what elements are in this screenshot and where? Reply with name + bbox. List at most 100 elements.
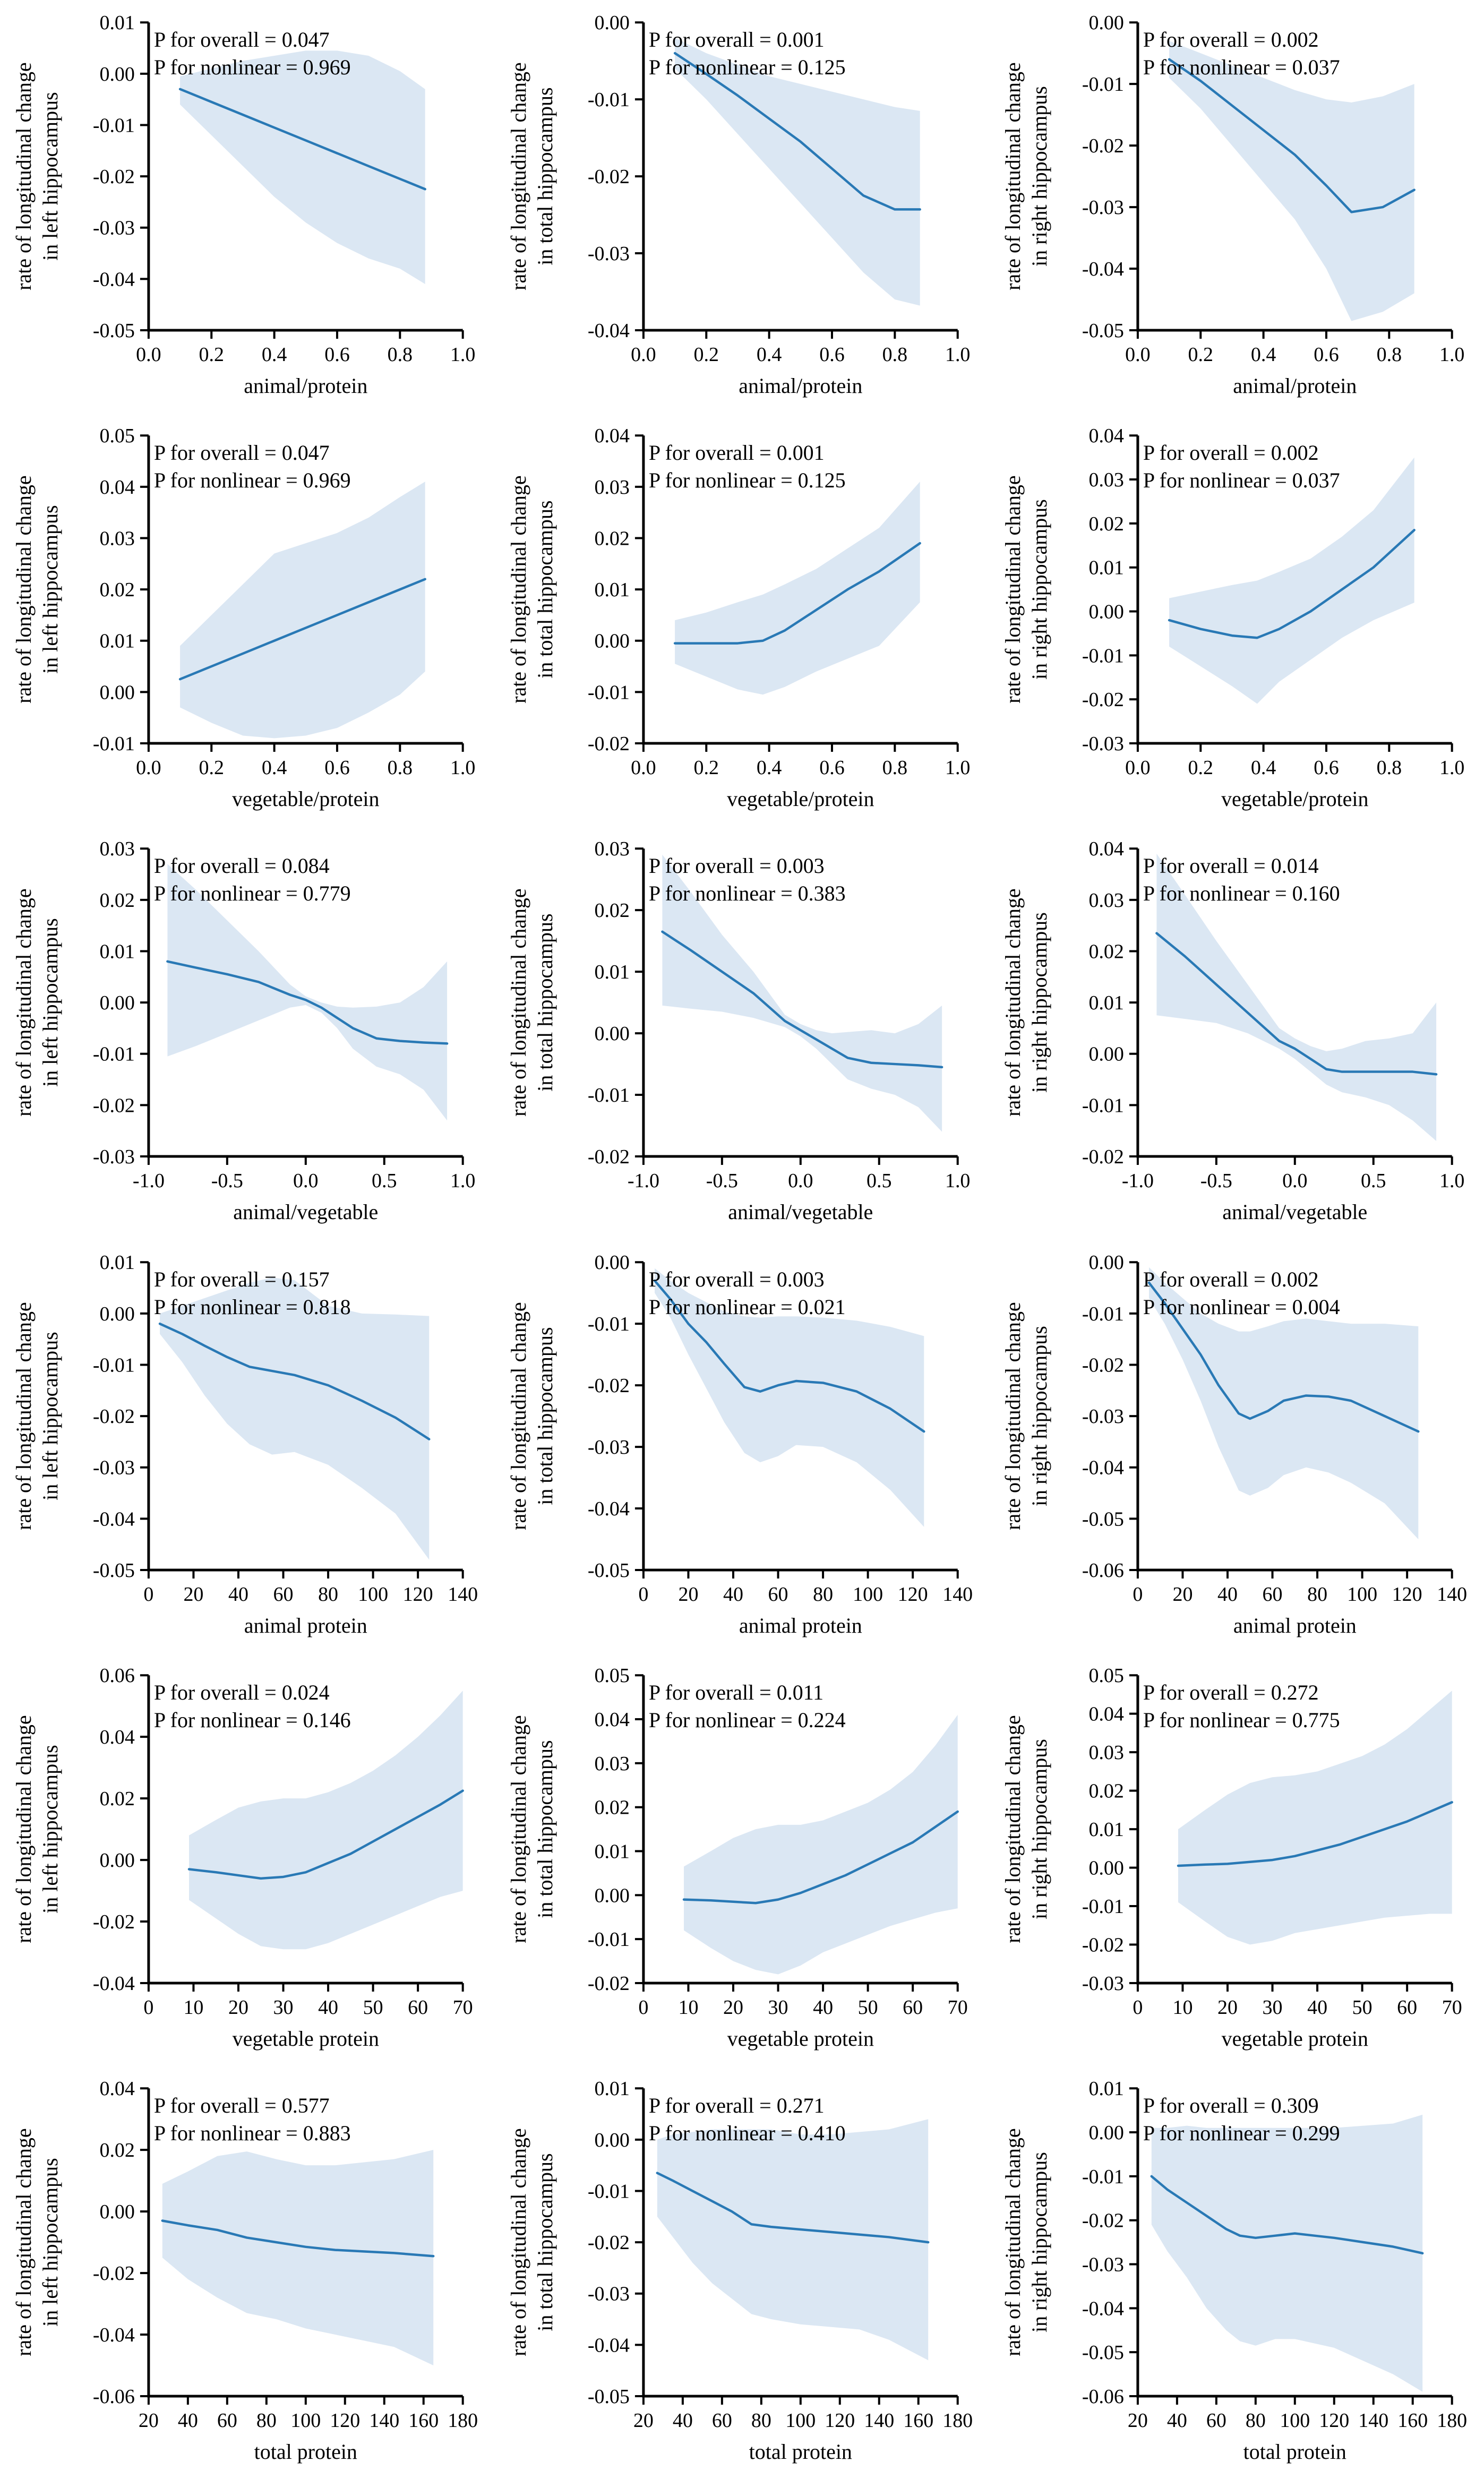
y-tick-label: 0.00 bbox=[594, 12, 629, 34]
y-tick-label: -0.02 bbox=[93, 1095, 135, 1117]
y-tick-label: -0.01 bbox=[587, 89, 629, 111]
y-tick-label: -0.06 bbox=[93, 2386, 135, 2408]
spline-curve bbox=[158, 1322, 431, 1440]
p-overall-text: P for overall = 0.309 bbox=[1143, 2094, 1319, 2117]
x-tick-label: 70 bbox=[1442, 1996, 1462, 2019]
y-axis-label-line1: rate of longitudinal change bbox=[1001, 1715, 1025, 1943]
x-tick-label: 60 bbox=[217, 2409, 237, 2432]
y-axis-label-line1: rate of longitudinal change bbox=[507, 1302, 530, 1530]
x-tick-label: 120 bbox=[825, 2409, 855, 2432]
confidence-band bbox=[657, 2119, 928, 2361]
x-tick-label: 0.4 bbox=[757, 344, 782, 366]
y-tick-label: -0.01 bbox=[1082, 1095, 1124, 1117]
y-tick-label: -0.02 bbox=[1082, 1934, 1124, 1956]
y-tick-label: -0.04 bbox=[587, 1498, 629, 1520]
x-tick-label: 0.4 bbox=[1251, 757, 1276, 779]
x-tick-label: 100 bbox=[853, 1583, 883, 1605]
x-tick-label: 100 bbox=[1280, 2409, 1310, 2432]
x-tick-label: 40 bbox=[1167, 2409, 1187, 2432]
x-axis-label: vegetable protein bbox=[233, 2027, 379, 2051]
x-tick-label: 0.6 bbox=[1314, 344, 1339, 366]
x-tick-label: 0 bbox=[638, 1583, 648, 1605]
x-tick-label: 0.8 bbox=[1377, 757, 1402, 779]
plot-cell-18: 0.01 0.00 -0.01 -0.02 -0.03 -0.04 -0.05 -0.06 20… bbox=[989, 2066, 1484, 2479]
x-tick-label: 40 bbox=[673, 2409, 693, 2432]
y-tick-label: -0.03 bbox=[1082, 2253, 1124, 2276]
p-overall-text: P for overall = 0.002 bbox=[1143, 28, 1319, 52]
y-tick-label: -0.02 bbox=[587, 2232, 629, 2254]
y-tick-label: 0.04 bbox=[99, 2078, 134, 2100]
y-tick-label: -0.06 bbox=[1082, 2386, 1124, 2408]
p-nonlinear-text: P for nonlinear = 0.299 bbox=[1143, 2121, 1340, 2145]
y-tick-label: -0.01 bbox=[1082, 73, 1124, 96]
y-tick-label: 0.02 bbox=[1089, 513, 1124, 535]
x-tick-label: 0.2 bbox=[199, 344, 224, 366]
x-tick-label: 40 bbox=[1217, 1583, 1238, 1605]
spline-plot: 0.04 0.03 0.02 0.01 0.00 -0.01 -0.02-1.0 -0.5 0.… bbox=[1001, 838, 1464, 1224]
x-axis-label: total protein bbox=[1243, 2440, 1346, 2464]
spline-curve bbox=[653, 1279, 925, 1432]
p-nonlinear-text: P for nonlinear = 0.146 bbox=[154, 1708, 351, 1732]
y-axis-label-line2: in total hippocampus bbox=[533, 914, 557, 1092]
spline-curve bbox=[166, 960, 449, 1045]
x-tick-label: 0.4 bbox=[1251, 344, 1276, 366]
y-tick-label: -0.06 bbox=[1082, 1559, 1124, 1581]
y-axis-label-line2: in right hippocampus bbox=[1027, 499, 1051, 680]
y-tick-label: -0.03 bbox=[1082, 733, 1124, 755]
x-tick-label: 0.2 bbox=[693, 344, 718, 366]
x-tick-label: -0.5 bbox=[706, 1170, 737, 1192]
x-tick-label: 0.8 bbox=[882, 757, 907, 779]
p-overall-text: P for overall = 0.271 bbox=[649, 2094, 825, 2117]
x-tick-label: 0.0 bbox=[136, 757, 161, 779]
spline-plot: 0.04 0.03 0.02 0.01 0.00 -0.01 -0.020.0 0.2 0.4 0… bbox=[507, 425, 970, 811]
x-tick-label: 180 bbox=[1437, 2409, 1468, 2432]
x-tick-label: 120 bbox=[403, 1583, 433, 1605]
y-tick-label: 0.04 bbox=[594, 425, 629, 447]
plot-cell-5: 0.04 0.03 0.02 0.01 0.00 -0.01 -0.02 0.0 0.2 0.4 0… bbox=[495, 413, 990, 826]
y-tick-label: -0.02 bbox=[93, 1911, 135, 1933]
x-tick-label: -1.0 bbox=[628, 1170, 659, 1192]
y-tick-label: 0.01 bbox=[99, 941, 134, 963]
x-tick-label: 80 bbox=[1307, 1583, 1327, 1605]
x-tick-label: 0.0 bbox=[293, 1170, 318, 1192]
x-tick-label: 50 bbox=[1352, 1996, 1373, 2019]
p-overall-text: P for overall = 0.003 bbox=[649, 1267, 825, 1291]
y-tick-label: 0.01 bbox=[594, 1840, 629, 1863]
y-tick-label: 0.03 bbox=[99, 838, 134, 861]
y-tick-label: 0.06 bbox=[99, 1665, 134, 1687]
y-axis-label-line2: in total hippocampus bbox=[533, 501, 557, 679]
confidence-band bbox=[674, 38, 920, 306]
y-tick-label: 0.00 bbox=[99, 63, 134, 85]
y-tick-label: 0.00 bbox=[1089, 2122, 1124, 2144]
x-tick-label: 40 bbox=[813, 1996, 833, 2019]
y-tick-label: 0.03 bbox=[594, 476, 629, 499]
x-tick-label: 0.4 bbox=[262, 344, 287, 366]
y-axis-label-line2: in left hippocampus bbox=[38, 1745, 62, 1913]
p-nonlinear-text: P for nonlinear = 0.224 bbox=[649, 1708, 846, 1732]
x-tick-label: 50 bbox=[857, 1996, 878, 2019]
x-tick-label: 0.5 bbox=[867, 1170, 891, 1192]
spline-curve bbox=[656, 2172, 930, 2244]
x-tick-label: 20 bbox=[1128, 2409, 1148, 2432]
y-axis-label-line1: rate of longitudinal change bbox=[1001, 889, 1025, 1117]
y-tick-label: 0.01 bbox=[594, 2078, 629, 2100]
spline-curve bbox=[187, 1789, 464, 1880]
x-tick-label: 30 bbox=[273, 1996, 294, 2019]
p-nonlinear-text: P for nonlinear = 0.037 bbox=[1143, 55, 1340, 79]
y-tick-label: 0.01 bbox=[99, 1251, 134, 1274]
y-axis-label-line1: rate of longitudinal change bbox=[12, 2128, 36, 2356]
p-overall-text: P for overall = 0.047 bbox=[154, 28, 330, 52]
plot-cell-4: 0.05 0.04 0.03 0.02 0.01 0.00 -0.01 0.0 0.2 0.4 0.… bbox=[0, 413, 495, 826]
plot-cell-12: 0.00 -0.01 -0.02 -0.03 -0.04 -0.05 -0.06 0 20 40 6… bbox=[989, 1240, 1484, 1653]
x-axis-label: animal/protein bbox=[1233, 374, 1357, 398]
p-nonlinear-text: P for nonlinear = 0.125 bbox=[649, 468, 846, 492]
x-tick-label: 30 bbox=[1263, 1996, 1283, 2019]
y-tick-label: 0.03 bbox=[1089, 1742, 1124, 1764]
x-tick-label: 0.0 bbox=[1282, 1170, 1307, 1192]
y-tick-label: 0.03 bbox=[594, 1753, 629, 1775]
x-tick-label: 40 bbox=[228, 1583, 248, 1605]
p-overall-text: P for overall = 0.001 bbox=[649, 441, 825, 465]
y-axis-label-line1: rate of longitudinal change bbox=[12, 476, 36, 704]
